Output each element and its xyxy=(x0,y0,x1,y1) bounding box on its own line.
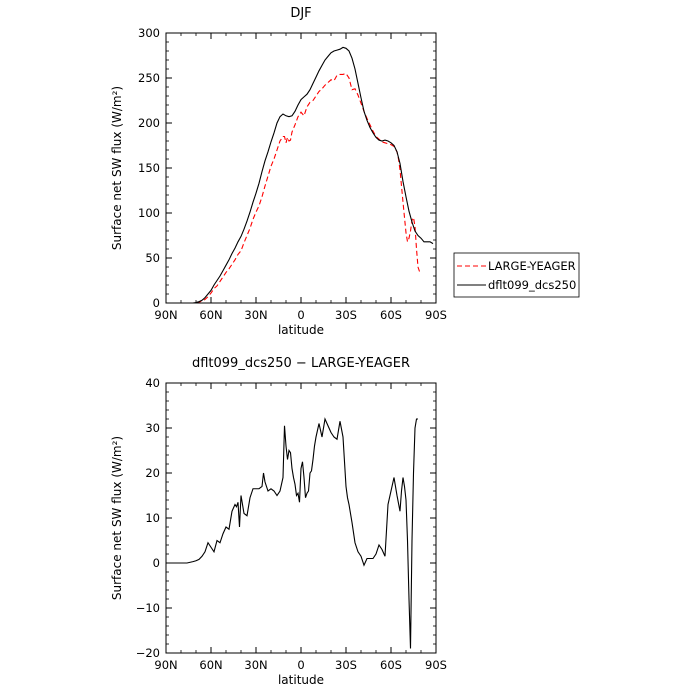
y-tick-label: 200 xyxy=(138,116,160,130)
y-axis-label: Surface net SW flux (W/m²) xyxy=(110,86,124,250)
x-axis-label: latitude xyxy=(278,323,324,337)
x-tick-label: 90S xyxy=(425,308,447,322)
x-tick-label: 30N xyxy=(244,308,267,322)
x-tick-label: 0 xyxy=(297,658,304,672)
x-tick-label: 0 xyxy=(297,308,304,322)
x-tick-label: 90N xyxy=(154,658,177,672)
x-tick-label: 60S xyxy=(380,308,402,322)
x-tick-label: 60S xyxy=(380,658,402,672)
y-tick-label: 30 xyxy=(145,421,160,435)
x-tick-label: 30S xyxy=(335,658,357,672)
series-line-dflt099-dcs250 xyxy=(188,46,434,304)
y-tick-label: 20 xyxy=(145,466,160,480)
y-tick-label: 0 xyxy=(153,556,160,570)
x-tick-label: 60N xyxy=(199,658,222,672)
x-tick-label: 90S xyxy=(425,658,447,672)
y-tick-label: 40 xyxy=(145,376,160,390)
legend-label: LARGE-YEAGER xyxy=(488,259,576,273)
chart-panel-2: 90N 60N 30N 0 30S 60S 90S −20 −10 0 10 20 30 40 dflt09… xyxy=(110,356,447,687)
legend: LARGE-YEAGER dflt099_dcs250 xyxy=(453,252,580,298)
plot-frame xyxy=(165,32,437,304)
legend-box xyxy=(453,252,580,298)
chart-title: DJF xyxy=(290,6,311,21)
chart-panel-1: 90N 60N 30N 0 30S 60S 90S 0 50 100 150 200 250 300 DJF… xyxy=(110,6,580,337)
y-tick-label: −10 xyxy=(136,601,160,615)
y-tick-label: 250 xyxy=(138,71,160,85)
legend-label: dflt099_dcs250 xyxy=(488,278,576,292)
y-tick-label: −20 xyxy=(136,646,160,660)
x-tick-label: 30N xyxy=(244,658,267,672)
y-tick-label: 50 xyxy=(145,251,160,265)
series-line-large-yeager xyxy=(188,72,421,304)
x-tick-label: 90N xyxy=(154,308,177,322)
x-tick-label: 60N xyxy=(199,308,222,322)
series-line-1 xyxy=(166,417,418,649)
y-tick-label: 100 xyxy=(138,206,160,220)
y-tick-label: 150 xyxy=(138,161,160,175)
y-axis-label: Surface net SW flux (W/m²) xyxy=(110,436,124,600)
x-axis-label: latitude xyxy=(278,673,324,687)
chart-title: dflt099_dcs250 − LARGE-YEAGER xyxy=(192,356,410,371)
x-tick-label: 30S xyxy=(335,308,357,322)
y-tick-label: 300 xyxy=(138,26,160,40)
y-tick-label: 10 xyxy=(145,511,160,525)
plot-frame xyxy=(165,382,437,654)
y-tick-label: 0 xyxy=(153,296,160,310)
